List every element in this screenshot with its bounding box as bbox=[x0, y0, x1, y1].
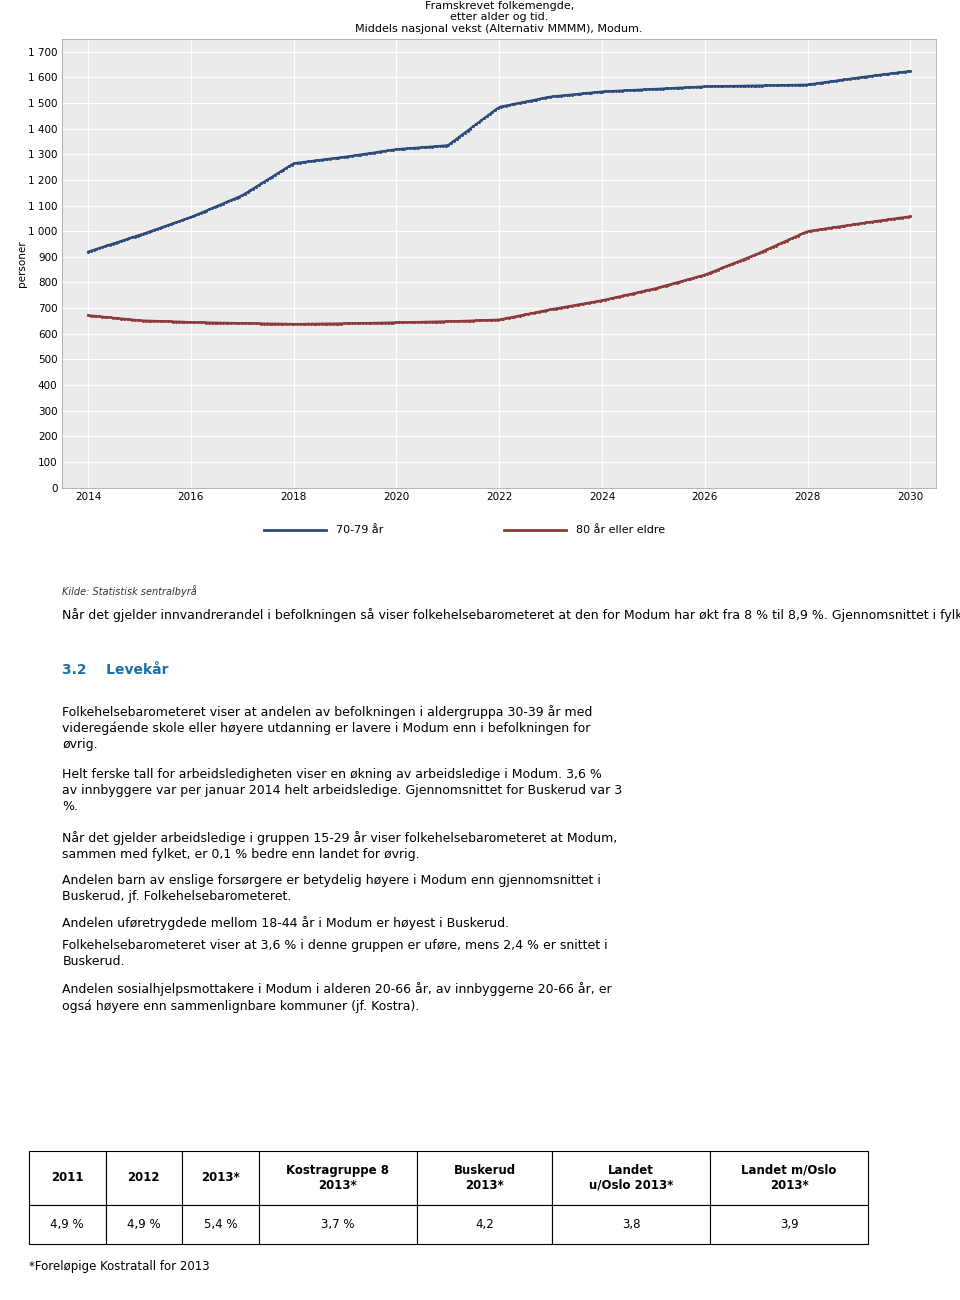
Text: 4,9 %: 4,9 % bbox=[127, 1218, 160, 1231]
Bar bbox=[182, 1150, 259, 1205]
Text: Når det gjelder arbeidsledige i gruppen 15-29 år viser folkehelsebarometeret at : Når det gjelder arbeidsledige i gruppen … bbox=[62, 831, 617, 861]
Bar bbox=[710, 1205, 868, 1244]
Y-axis label: personer: personer bbox=[16, 240, 27, 286]
Bar bbox=[182, 1205, 259, 1244]
Text: 2011: 2011 bbox=[51, 1171, 84, 1184]
Text: Folkehelsebarometeret viser at andelen av befolkningen i aldergruppa 30-39 år me: Folkehelsebarometeret viser at andelen a… bbox=[62, 705, 592, 751]
Text: 80 år eller eldre: 80 år eller eldre bbox=[576, 525, 665, 534]
Title: Framskrevet folkemengde,
etter alder og tid.
Middels nasjonal vekst (Alternativ : Framskrevet folkemengde, etter alder og … bbox=[355, 1, 643, 34]
Text: 3,7 %: 3,7 % bbox=[322, 1218, 354, 1231]
Text: 4,9 %: 4,9 % bbox=[50, 1218, 84, 1231]
Text: 5,4 %: 5,4 % bbox=[204, 1218, 237, 1231]
Text: 3,9: 3,9 bbox=[780, 1218, 799, 1231]
Bar bbox=[417, 1150, 552, 1205]
Bar bbox=[29, 1205, 106, 1244]
Text: *Foreløpige Kostratall for 2013: *Foreløpige Kostratall for 2013 bbox=[29, 1260, 209, 1273]
Bar bbox=[29, 1150, 106, 1205]
Text: Andelen barn av enslige forsørgere er betydelig høyere i Modum enn gjennomsnitte: Andelen barn av enslige forsørgere er be… bbox=[62, 874, 601, 902]
Bar bbox=[106, 1150, 182, 1205]
Text: Buskerud
2013*: Buskerud 2013* bbox=[453, 1164, 516, 1192]
Bar bbox=[417, 1205, 552, 1244]
Text: 2012: 2012 bbox=[128, 1171, 160, 1184]
Bar bbox=[259, 1205, 417, 1244]
Bar bbox=[259, 1150, 417, 1205]
Text: Andelen sosialhjelpsmottakere i Modum i alderen 20-66 år, av innbyggerne 20-66 å: Andelen sosialhjelpsmottakere i Modum i … bbox=[62, 983, 612, 1013]
Bar bbox=[552, 1205, 710, 1244]
Bar bbox=[710, 1150, 868, 1205]
Text: Kostragruppe 8
2013*: Kostragruppe 8 2013* bbox=[286, 1164, 390, 1192]
Text: 4,2: 4,2 bbox=[475, 1218, 493, 1231]
Text: Når det gjelder innvandrerandel i befolkningen så viser folkehelsebarometeret at: Når det gjelder innvandrerandel i befolk… bbox=[62, 608, 960, 623]
Text: Landet m/Oslo
2013*: Landet m/Oslo 2013* bbox=[741, 1164, 837, 1192]
Bar bbox=[552, 1150, 710, 1205]
Text: Folkehelsebarometeret viser at 3,6 % i denne gruppen er uføre, mens 2,4 % er sni: Folkehelsebarometeret viser at 3,6 % i d… bbox=[62, 940, 608, 968]
Text: 3.2    Levekår: 3.2 Levekår bbox=[62, 663, 169, 677]
Text: Landet
u/Oslo 2013*: Landet u/Oslo 2013* bbox=[589, 1164, 673, 1192]
Text: 3,8: 3,8 bbox=[622, 1218, 640, 1231]
Text: Andelen uføretrygdede mellom 18-44 år i Modum er høyest i Buskerud.: Andelen uføretrygdede mellom 18-44 år i … bbox=[62, 916, 510, 931]
Text: Kilde: Statistisk sentralbyrå: Kilde: Statistisk sentralbyrå bbox=[62, 585, 197, 597]
Text: 70-79 år: 70-79 år bbox=[336, 525, 383, 534]
Bar bbox=[106, 1205, 182, 1244]
Text: 2013*: 2013* bbox=[202, 1171, 240, 1184]
Text: Helt ferske tall for arbeidsledigheten viser en økning av arbeidsledige i Modum.: Helt ferske tall for arbeidsledigheten v… bbox=[62, 767, 622, 812]
